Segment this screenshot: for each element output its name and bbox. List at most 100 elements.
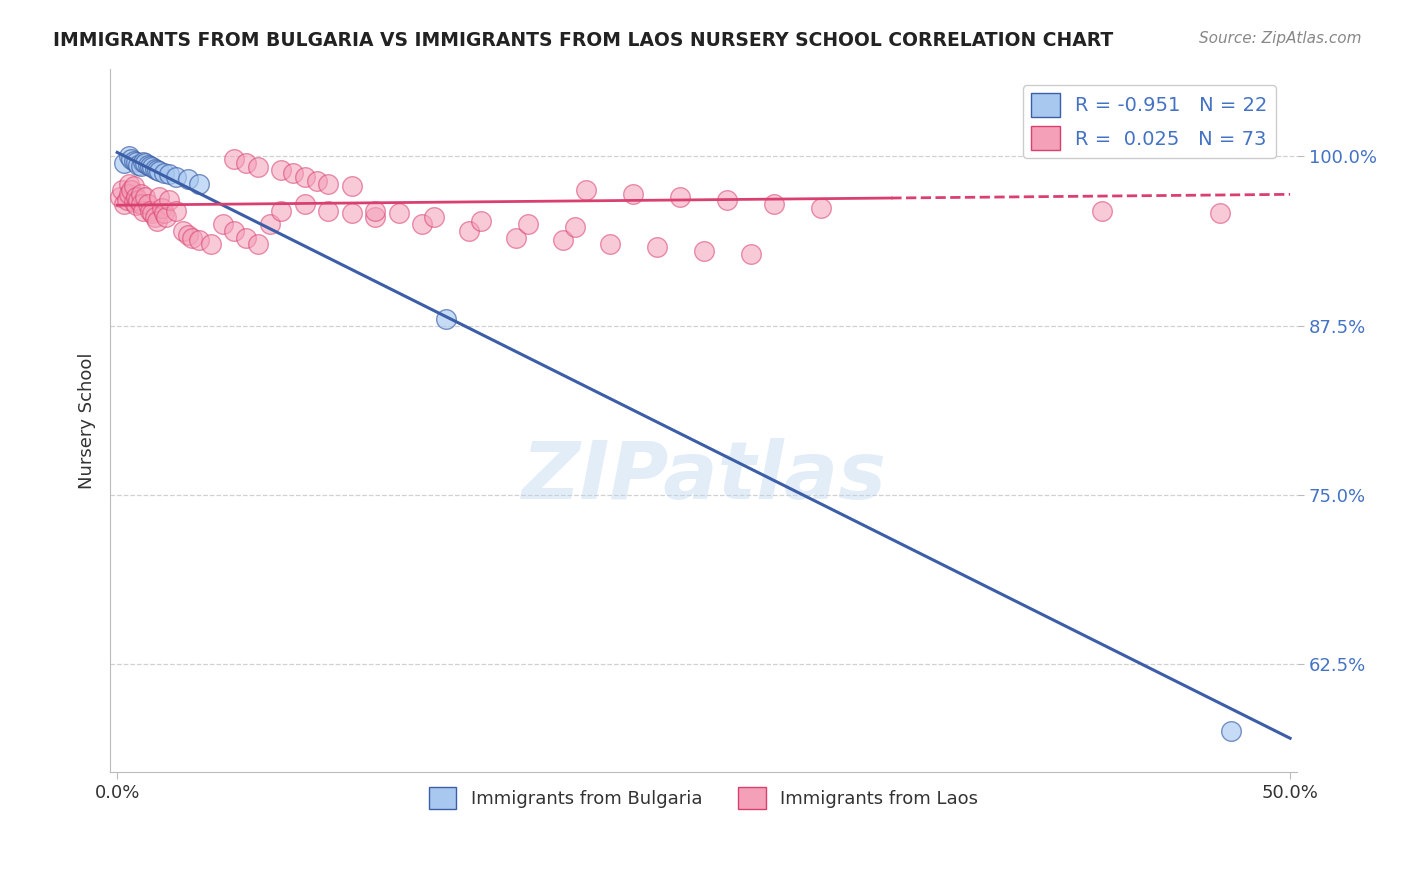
Point [139, 159, 162, 173]
Point [153, 166, 176, 180]
Point [112, 156, 135, 170]
Point [136, 196, 159, 211]
Point [122, 195, 145, 210]
Point [108, 190, 131, 204]
Point [294, 196, 316, 211]
Point [188, 177, 211, 191]
Point [235, 156, 257, 170]
Y-axis label: Nursery School: Nursery School [79, 352, 96, 489]
Point [259, 217, 281, 231]
Point [146, 214, 169, 228]
Point [148, 190, 170, 204]
Point [246, 237, 269, 252]
Point [763, 196, 786, 211]
Point [111, 183, 134, 197]
Point [270, 203, 292, 218]
Point [125, 154, 148, 169]
Point [165, 203, 187, 218]
Point [564, 219, 586, 234]
Point [716, 193, 738, 207]
Point [143, 161, 166, 176]
Point [134, 190, 156, 204]
Point [165, 169, 187, 184]
Point [122, 179, 145, 194]
Point [157, 167, 180, 181]
Point [270, 163, 292, 178]
Point [118, 149, 141, 163]
Point [200, 237, 222, 252]
Point [118, 187, 141, 202]
Point [551, 233, 574, 247]
Point [364, 211, 387, 225]
Point [224, 224, 246, 238]
Point [1220, 724, 1243, 739]
Legend: Immigrants from Bulgaria, Immigrants from Laos: Immigrants from Bulgaria, Immigrants fro… [422, 780, 986, 816]
Point [143, 211, 166, 225]
Point [318, 203, 340, 218]
Point [235, 230, 257, 244]
Point [118, 177, 141, 191]
Point [129, 196, 152, 211]
Point [139, 203, 162, 218]
Point [120, 152, 142, 166]
Point [125, 190, 148, 204]
Point [645, 240, 668, 254]
Point [305, 174, 328, 188]
Point [434, 311, 457, 326]
Point [458, 224, 481, 238]
Point [224, 152, 246, 166]
Point [388, 206, 411, 220]
Point [122, 153, 145, 168]
Point [112, 196, 135, 211]
Point [127, 158, 149, 172]
Point [153, 206, 176, 220]
Point [810, 201, 832, 215]
Point [115, 193, 138, 207]
Point [669, 190, 692, 204]
Point [411, 217, 433, 231]
Point [599, 237, 621, 252]
Point [141, 206, 163, 220]
Point [188, 233, 211, 247]
Point [136, 158, 159, 172]
Point [129, 187, 152, 202]
Point [294, 169, 316, 184]
Point [157, 193, 180, 207]
Point [129, 159, 152, 173]
Text: Source: ZipAtlas.com: Source: ZipAtlas.com [1198, 31, 1361, 46]
Point [505, 230, 527, 244]
Point [125, 198, 148, 212]
Point [246, 161, 269, 175]
Point [740, 247, 762, 261]
Point [148, 164, 170, 178]
Point [621, 187, 644, 202]
Text: ZIPatlas: ZIPatlas [522, 438, 886, 516]
Point [120, 183, 142, 197]
Point [155, 211, 177, 225]
Point [132, 154, 155, 169]
Point [364, 203, 387, 218]
Point [340, 179, 363, 194]
Point [150, 201, 173, 215]
Point [176, 172, 198, 186]
Point [141, 161, 163, 175]
Point [181, 230, 204, 244]
Point [132, 203, 155, 218]
Point [146, 163, 169, 178]
Point [340, 206, 363, 220]
Point [318, 177, 340, 191]
Point [211, 217, 233, 231]
Point [127, 193, 149, 207]
Point [470, 214, 492, 228]
Point [1209, 206, 1232, 220]
Point [1091, 203, 1114, 218]
Point [692, 244, 714, 259]
Point [423, 211, 446, 225]
Point [281, 166, 304, 180]
Point [176, 227, 198, 242]
Point [172, 224, 194, 238]
Point [134, 156, 156, 170]
Point [516, 217, 538, 231]
Text: IMMIGRANTS FROM BULGARIA VS IMMIGRANTS FROM LAOS NURSERY SCHOOL CORRELATION CHAR: IMMIGRANTS FROM BULGARIA VS IMMIGRANTS F… [53, 31, 1114, 50]
Point [575, 183, 598, 197]
